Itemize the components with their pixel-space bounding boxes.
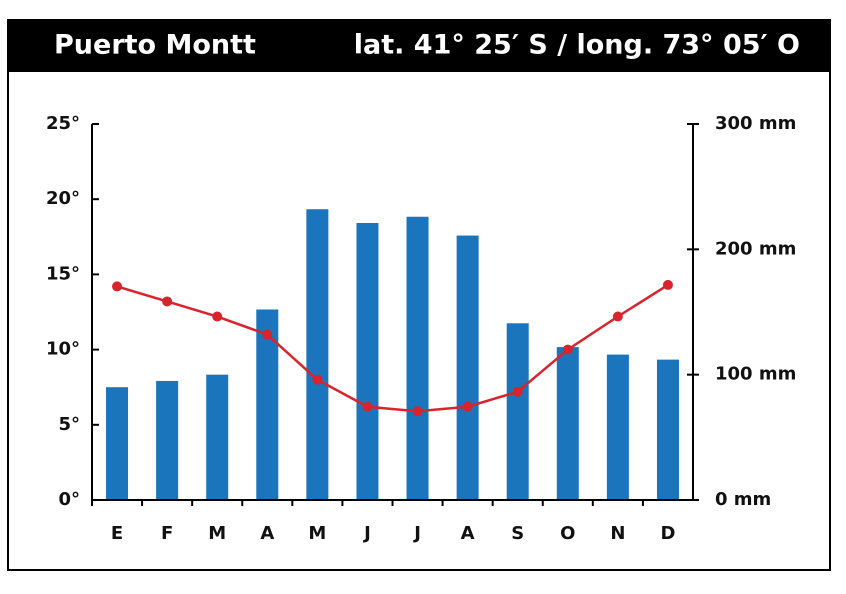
x-tick-label: M [308, 523, 326, 544]
bar [556, 347, 579, 500]
bar [206, 374, 229, 500]
x-tick-label: D [660, 523, 675, 544]
x-tick-label: F [161, 523, 173, 544]
point [562, 344, 573, 355]
point [662, 279, 673, 290]
bar [156, 380, 179, 500]
bar [106, 387, 129, 500]
line [116, 283, 669, 413]
title-bar [8, 20, 830, 72]
bar [606, 354, 629, 500]
point [262, 329, 273, 340]
x-tick-label: J [362, 523, 371, 544]
y-tick-label: 15° [46, 263, 80, 284]
bar [356, 223, 379, 500]
x-tick-label: S [511, 523, 524, 544]
y2-tick-label: 300 mm [715, 113, 796, 134]
y-tick-label: 25° [46, 113, 80, 134]
x-tick-label: E [111, 523, 123, 544]
point [362, 401, 373, 412]
x-tick-label: A [260, 523, 274, 544]
point [212, 311, 223, 322]
chart-subtitle: lat. 41° 25′ S / long. 73° 05′ O [354, 30, 800, 61]
point [412, 406, 423, 417]
x-tick-label: M [208, 523, 226, 544]
bar [506, 323, 529, 500]
x-tick-label: J [412, 523, 421, 544]
point [612, 311, 623, 322]
point [462, 401, 473, 412]
bar [456, 235, 479, 500]
bar [656, 359, 679, 500]
y-tick-label: 0° [58, 489, 80, 510]
y2-tick-label: 100 mm [715, 364, 796, 385]
bar [406, 216, 429, 500]
point [112, 281, 123, 292]
point [162, 296, 173, 307]
point [512, 386, 523, 397]
point [312, 374, 323, 385]
chart-title: Puerto Montt [54, 30, 256, 61]
bar [256, 309, 279, 500]
x-tick-label: N [610, 523, 625, 544]
y2-tick-label: 0 mm [715, 489, 771, 510]
x-tick-label: A [461, 523, 475, 544]
y-tick-label: 10° [46, 339, 80, 360]
y-tick-label: 20° [46, 188, 80, 209]
x-tick-label: O [560, 523, 575, 544]
y-tick-label: 5° [58, 414, 80, 435]
y2-tick-label: 200 mm [715, 238, 796, 259]
bar [306, 209, 329, 500]
